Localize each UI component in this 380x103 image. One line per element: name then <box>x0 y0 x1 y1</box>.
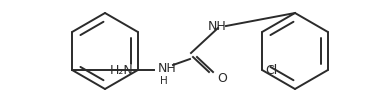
Text: H: H <box>160 76 168 86</box>
Text: NH: NH <box>158 61 177 74</box>
Text: H₂N: H₂N <box>110 64 134 77</box>
Text: NH: NH <box>208 19 227 33</box>
Text: O: O <box>217 71 227 84</box>
Text: Cl: Cl <box>265 64 277 77</box>
